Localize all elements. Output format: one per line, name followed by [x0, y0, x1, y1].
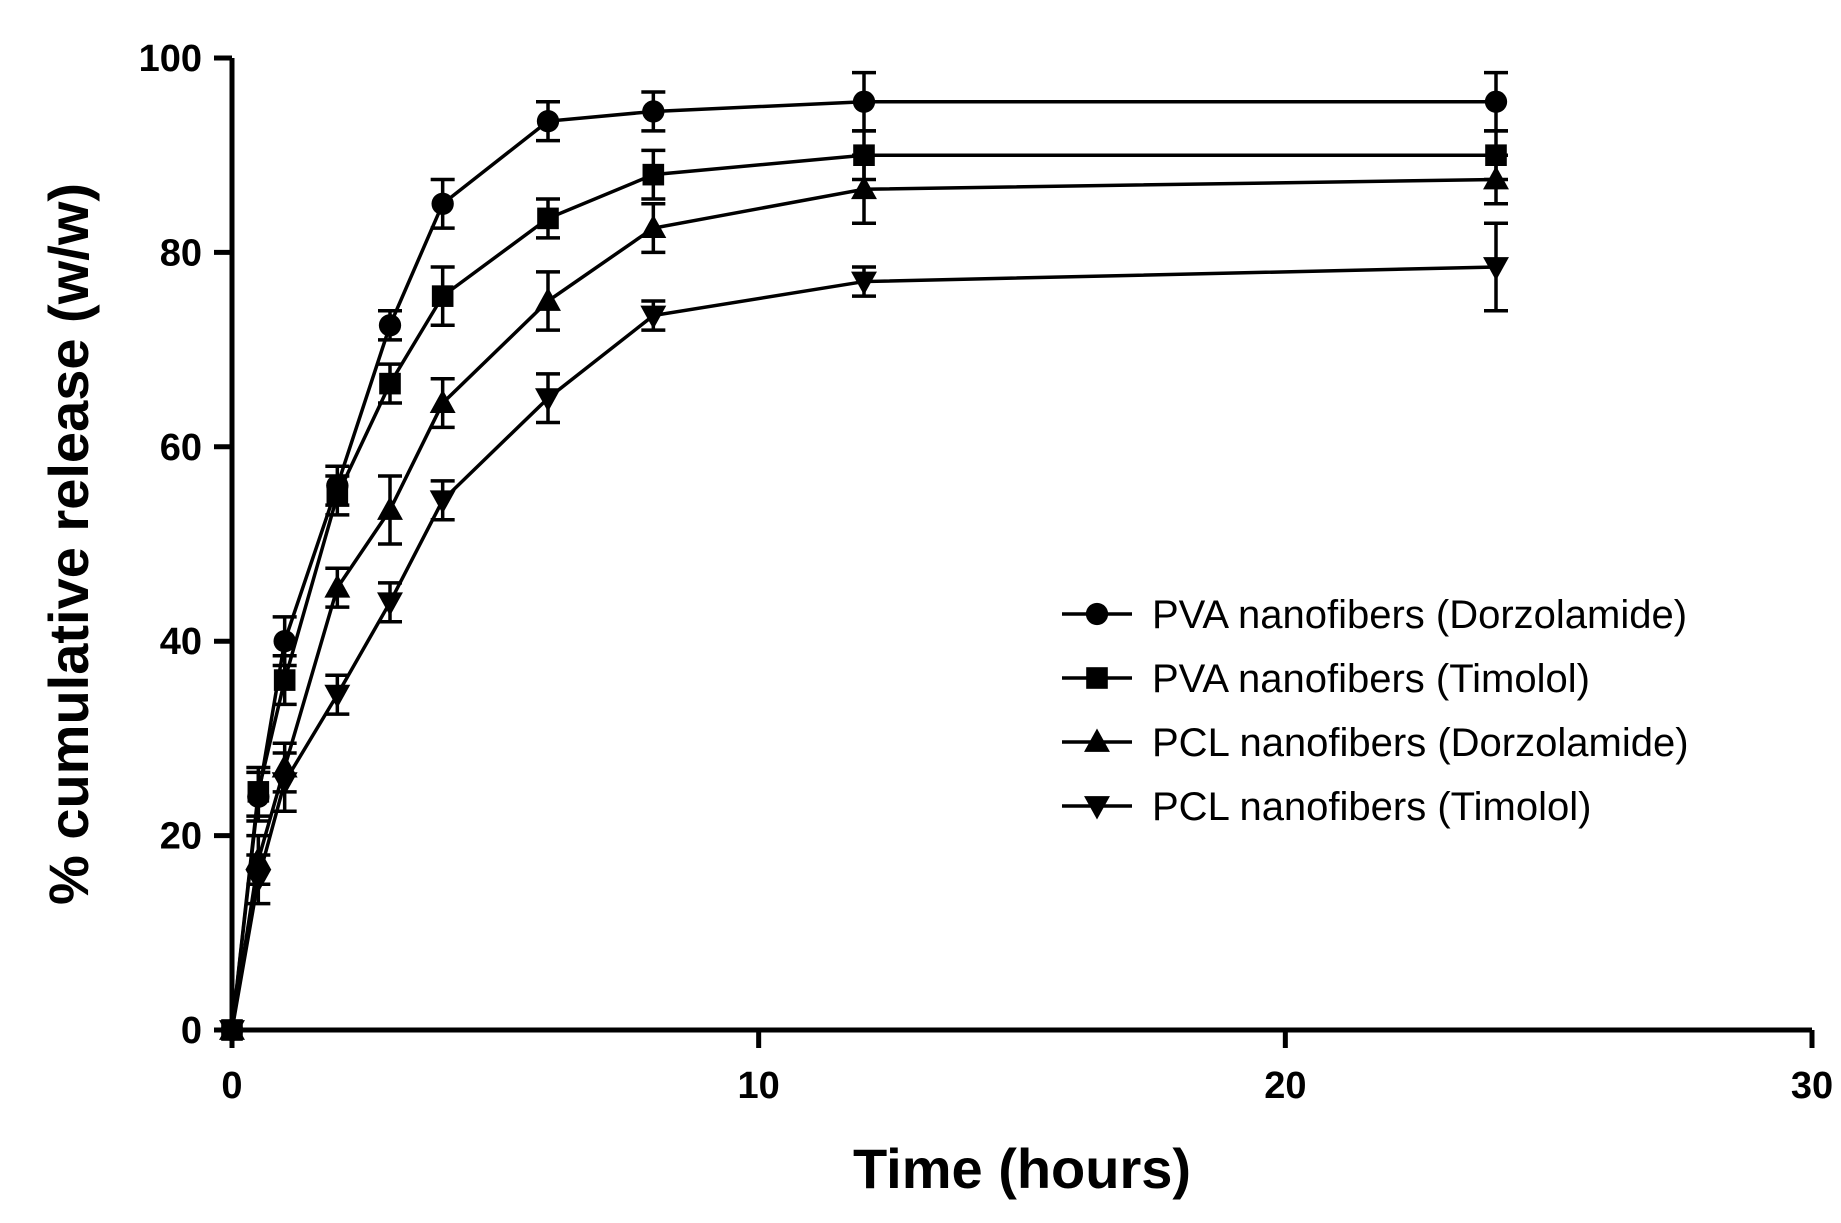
data-point — [640, 214, 667, 238]
data-point — [271, 772, 298, 796]
series-3 — [219, 153, 1509, 1040]
y-tick-label: 20 — [160, 816, 202, 858]
legend-entry: PCL nanofibers (Dorzolamide) — [1062, 721, 1689, 765]
data-point — [535, 388, 561, 412]
legend-label: PCL nanofibers (Timolol) — [1152, 785, 1591, 829]
data-point — [851, 175, 877, 200]
data-point — [851, 271, 877, 296]
data-point — [273, 630, 296, 653]
data-point — [431, 285, 454, 307]
data-point — [324, 574, 351, 598]
legend-marker — [1085, 602, 1109, 626]
x-axis-title: Time (hours) — [853, 1137, 1191, 1200]
x-tick-label: 0 — [221, 1065, 242, 1107]
data-point — [1484, 90, 1508, 113]
data-point — [377, 592, 403, 616]
data-point — [273, 669, 296, 691]
series-line — [230, 177, 1497, 1031]
legend-marker — [1086, 667, 1108, 689]
legend-label: PCL nanofibers (Dorzolamide) — [1152, 721, 1689, 765]
axes: 0 20 40 60 80 100 0 10 20 30 — [139, 38, 1834, 1107]
data-point — [219, 1020, 245, 1044]
legend-label: PVA nanofibers (Dorzolamide) — [1152, 593, 1687, 637]
data-point — [378, 314, 402, 337]
series-line — [230, 153, 1496, 1031]
plot-area — [219, 70, 1509, 1044]
legend-entry: PVA nanofibers (Timolol) — [1062, 657, 1590, 701]
series-line — [230, 265, 1497, 1031]
data-point — [537, 207, 559, 230]
data-point — [431, 192, 454, 215]
data-point — [852, 90, 876, 113]
data-point — [429, 490, 456, 514]
data-point — [247, 781, 270, 803]
y-axis-title: % cumulative release (w/w) — [37, 183, 100, 905]
y-tick-label: 100 — [139, 38, 202, 80]
legend-marker — [1084, 796, 1110, 820]
series-4 — [219, 221, 1509, 1044]
data-point — [324, 684, 351, 709]
legend-entry: PCL nanofibers (Timolol) — [1062, 785, 1591, 829]
data-point — [326, 484, 349, 507]
x-tick-label: 30 — [1791, 1065, 1833, 1107]
legend-entry: PVA nanofibers (Dorzolamide) — [1062, 593, 1687, 637]
data-point — [379, 372, 401, 395]
data-point — [535, 287, 561, 311]
data-point — [640, 305, 667, 330]
y-tick-label: 80 — [160, 232, 202, 274]
y-tick-label: 40 — [160, 621, 202, 663]
legend-label: PVA nanofibers (Timolol) — [1152, 657, 1590, 701]
data-point — [642, 163, 665, 186]
data-point — [429, 389, 456, 413]
y-tick-label: 0 — [181, 1010, 202, 1052]
data-point — [1483, 257, 1509, 281]
data-point — [377, 496, 403, 520]
series-2 — [221, 129, 1508, 1041]
x-tick-label: 10 — [738, 1065, 780, 1107]
data-point — [536, 110, 560, 133]
series-line — [230, 99, 1496, 1031]
x-tick-label: 20 — [1264, 1065, 1306, 1107]
data-point — [245, 869, 272, 893]
data-point — [1483, 166, 1509, 190]
legend-marker — [1084, 728, 1110, 752]
y-tick-label: 60 — [160, 427, 202, 469]
data-point — [642, 100, 665, 123]
legend: PVA nanofibers (Dorzolamide) PVA nanofibe… — [1062, 593, 1689, 829]
